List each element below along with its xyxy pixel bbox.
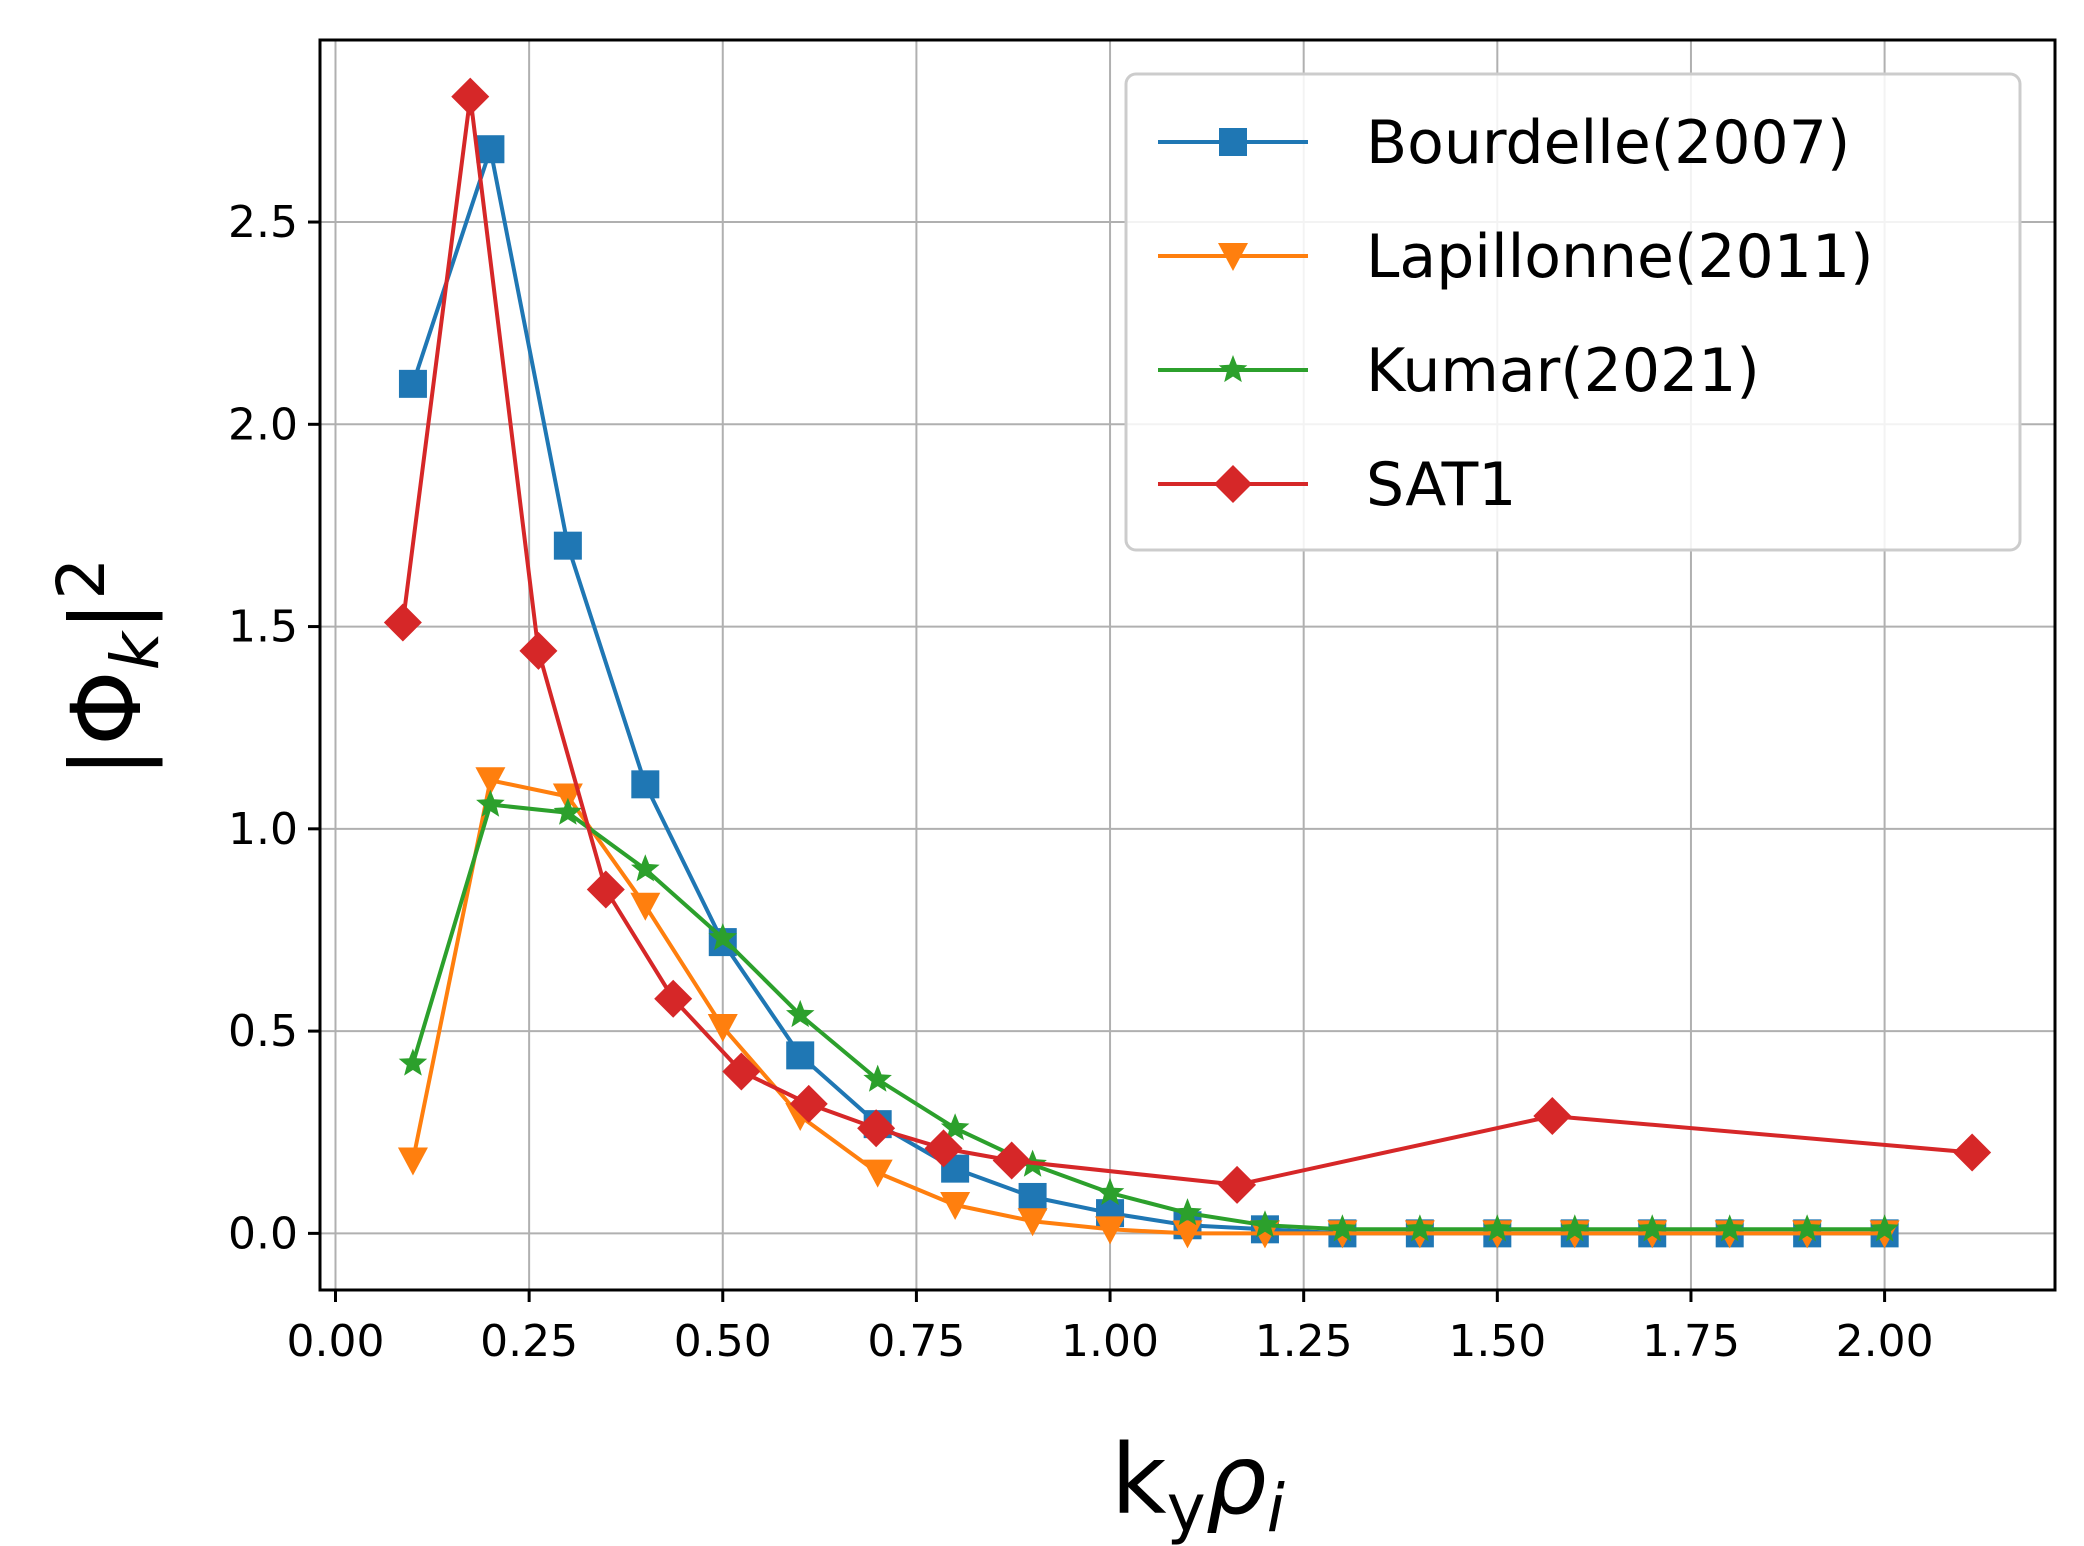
series-layer	[383, 77, 1992, 1249]
data-point-sat1	[519, 631, 558, 670]
legend-marker	[1218, 243, 1248, 271]
data-point-bourdelle-2007	[553, 531, 582, 560]
data-point-kumar-2021	[786, 999, 815, 1028]
legend-label: SAT1	[1366, 450, 1516, 520]
data-point-kumar-2021	[398, 1048, 428, 1076]
data-point-sat1	[383, 603, 422, 642]
data-point-sat1	[654, 979, 693, 1018]
x-tick-label: 0.25	[480, 1316, 578, 1367]
data-point-kumar-2021	[863, 1064, 892, 1092]
series-sat1	[383, 77, 1992, 1204]
data-point-kumar-2021	[1638, 1214, 1667, 1242]
x-tick-label: 1.00	[1061, 1316, 1159, 1367]
y-tick-label: 1.0	[228, 804, 298, 855]
legend-entry-kumar-2021: Kumar(2021)	[1158, 336, 1760, 406]
data-point-sat1	[992, 1141, 1031, 1180]
x-tick-label: 1.50	[1448, 1316, 1546, 1367]
x-axis-label: kyρi	[1111, 1424, 1286, 1546]
data-point-sat1	[722, 1052, 761, 1091]
data-point-kumar-2021	[553, 797, 583, 825]
legend-entries: Bourdelle(2007) Lapillonne(2011) Kumar(202…	[1158, 108, 1873, 520]
series-line-lapillonne-2011	[410, 778, 1885, 1236]
x-tick-label: 0.00	[287, 1316, 385, 1367]
data-point-sat1	[586, 870, 625, 909]
legend-box	[1124, 72, 2022, 552]
legend-entry-bourdelle-2007: Bourdelle(2007)	[1158, 108, 1850, 178]
legend: Bourdelle(2007) Lapillonne(2011) Kumar(202…	[1124, 72, 2022, 552]
y-tick-label: 2.0	[228, 399, 298, 450]
data-point-kumar-2021	[476, 789, 505, 817]
data-point-bourdelle-2007	[476, 135, 505, 164]
legend-label: Lapillonne(2011)	[1366, 222, 1873, 292]
series-line-kumar-2021	[410, 802, 1885, 1232]
series-kumar-2021	[398, 789, 1899, 1242]
data-point-lapillonne-2011	[1095, 1216, 1126, 1245]
x-tick-label: 0.75	[867, 1316, 965, 1367]
x-tick-label: 1.75	[1642, 1316, 1740, 1367]
data-point-lapillonne-2011	[1172, 1220, 1203, 1249]
data-point-sat1	[924, 1129, 963, 1168]
data-point-sat1	[1218, 1165, 1257, 1204]
data-point-kumar-2021	[1870, 1214, 1899, 1242]
x-tick-label: 0.50	[674, 1316, 772, 1367]
data-point-lapillonne-2011	[397, 1147, 428, 1176]
data-point-lapillonne-2011	[1017, 1208, 1048, 1237]
data-point-bourdelle-2007	[1018, 1182, 1047, 1211]
legend-label: Kumar(2021)	[1366, 336, 1760, 406]
data-point-kumar-2021	[1715, 1214, 1744, 1242]
data-point-bourdelle-2007	[398, 369, 427, 398]
x-tick-label: 1.25	[1255, 1316, 1353, 1367]
data-point-kumar-2021	[940, 1113, 970, 1141]
y-tick-label: 2.5	[228, 197, 298, 248]
data-point-lapillonne-2011	[552, 783, 583, 812]
legend-marker	[1214, 465, 1252, 503]
legend-entry-lapillonne-2011: Lapillonne(2011)	[1158, 222, 1873, 292]
y-axis-label: |Φk|2	[43, 558, 174, 778]
y-tick-label: 0.0	[228, 1208, 298, 1259]
data-point-kumar-2021	[1792, 1214, 1822, 1242]
data-point-sat1	[857, 1109, 896, 1148]
data-point-bourdelle-2007	[631, 770, 660, 799]
data-point-sat1	[1953, 1133, 1992, 1172]
ticks: 0.00 0.25 0.50 0.75 1.00 1.25 1.50 1.75 2.00 0.0 0…	[228, 197, 1934, 1367]
data-point-kumar-2021	[1560, 1214, 1589, 1242]
data-point-kumar-2021	[631, 854, 660, 882]
data-point-kumar-2021	[1328, 1214, 1357, 1242]
data-point-lapillonne-2011	[630, 892, 661, 921]
plot-frame	[318, 38, 2057, 1292]
legend-entry-sat1: SAT1	[1158, 450, 1516, 520]
data-point-sat1	[789, 1084, 828, 1123]
data-point-lapillonne-2011	[707, 1014, 738, 1043]
data-point-kumar-2021	[1095, 1177, 1125, 1205]
data-point-lapillonne-2011	[940, 1192, 971, 1221]
legend-marker	[1219, 128, 1247, 156]
data-point-kumar-2021	[1173, 1198, 1202, 1226]
data-point-bourdelle-2007	[786, 1041, 815, 1070]
data-point-sat1	[451, 77, 490, 116]
x-tick-label: 2.00	[1836, 1316, 1934, 1367]
data-point-kumar-2021	[1250, 1210, 1280, 1238]
y-tick-label: 0.5	[228, 1006, 298, 1057]
legend-marker	[1218, 355, 1248, 383]
legend-label: Bourdelle(2007)	[1366, 108, 1850, 178]
data-point-sat1	[1533, 1097, 1572, 1136]
data-point-lapillonne-2011	[862, 1159, 893, 1188]
data-point-kumar-2021	[1483, 1214, 1512, 1242]
data-point-lapillonne-2011	[475, 767, 506, 796]
data-point-kumar-2021	[708, 923, 737, 951]
data-point-kumar-2021	[1405, 1214, 1435, 1242]
y-tick-label: 1.5	[228, 602, 298, 653]
